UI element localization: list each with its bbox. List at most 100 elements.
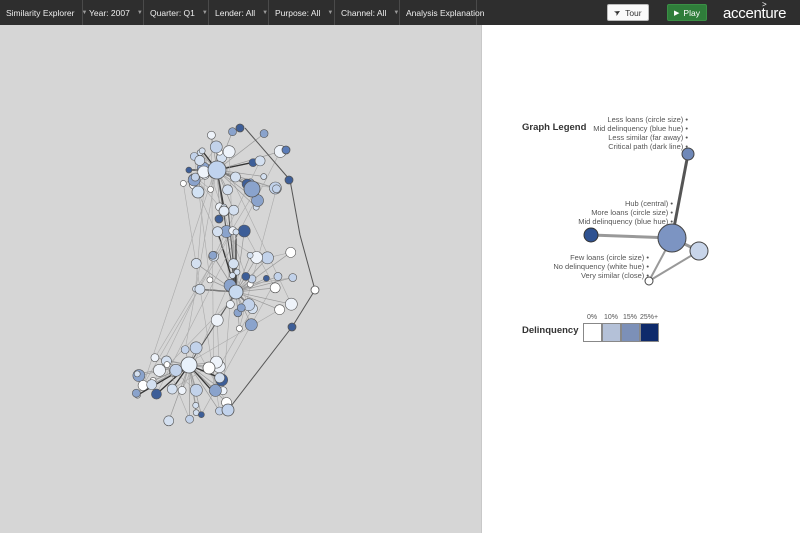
graph-node[interactable]	[229, 272, 236, 279]
graph-node[interactable]	[208, 251, 218, 260]
graph-node[interactable]	[261, 251, 274, 265]
graph-node[interactable]	[163, 415, 175, 427]
graph-node[interactable]	[228, 127, 237, 136]
graph-node[interactable]	[222, 145, 236, 158]
graph-node[interactable]	[207, 186, 214, 193]
graph-node[interactable]	[163, 361, 171, 368]
graph-node[interactable]	[133, 370, 141, 378]
graph-node[interactable]	[236, 325, 243, 332]
menu-purpose[interactable]: Purpose: All ▼	[269, 0, 335, 25]
graph-node[interactable]	[198, 411, 205, 418]
legend-large-node[interactable]	[689, 241, 709, 261]
graph-hub-node[interactable]	[287, 322, 297, 332]
graph-node[interactable]	[194, 155, 206, 166]
graph-hub-node[interactable]	[214, 214, 224, 224]
graph-node[interactable]	[177, 386, 187, 395]
graph-hub-node[interactable]	[221, 403, 235, 417]
menu-similarity-explorer[interactable]: Similarity Explorer ▼	[0, 0, 87, 25]
graph-hub-node[interactable]	[202, 361, 216, 375]
graph-edge	[159, 160, 261, 371]
tour-button[interactable]: ➤ Tour	[607, 4, 649, 21]
graph-node[interactable]	[212, 226, 223, 237]
graph-node[interactable]	[237, 224, 251, 238]
graph-edge	[235, 277, 293, 293]
legend-small-node[interactable]	[681, 147, 695, 161]
graph-hub-node[interactable]	[235, 123, 245, 133]
graph-node[interactable]	[132, 388, 141, 398]
graph-node[interactable]	[273, 272, 283, 281]
legend-label: Mid delinquency (blue hue) •	[578, 217, 673, 226]
graph-node[interactable]	[226, 300, 235, 309]
scale-label: 10%	[604, 314, 619, 321]
menu-analysis-explanation[interactable]: Analysis Explanation	[400, 0, 484, 25]
graph-node[interactable]	[151, 388, 162, 400]
play-button[interactable]: ▶ Play	[667, 4, 707, 21]
graph-node[interactable]	[269, 282, 281, 294]
menu-year[interactable]: Year: 2007 ▼	[83, 0, 144, 25]
graph-node[interactable]	[192, 402, 200, 409]
graph-node[interactable]	[285, 247, 297, 258]
graph-node[interactable]	[150, 353, 160, 362]
graph-hub-node[interactable]	[284, 175, 294, 185]
graph-node[interactable]	[230, 171, 241, 183]
graph-edge	[188, 364, 220, 412]
graph-node[interactable]	[190, 383, 203, 397]
graph-node[interactable]	[222, 184, 233, 196]
graph-node[interactable]	[166, 383, 178, 395]
graph-hub-node[interactable]	[228, 284, 244, 300]
graph-node[interactable]	[246, 252, 254, 259]
graph-hub-node[interactable]	[180, 356, 198, 374]
graph-node[interactable]	[233, 268, 241, 276]
graph-node[interactable]	[274, 304, 285, 315]
graph-node[interactable]	[206, 276, 214, 284]
graph-node[interactable]	[180, 180, 187, 187]
graph-node[interactable]	[259, 129, 269, 138]
graph-node[interactable]	[209, 384, 222, 397]
graph-node[interactable]	[214, 372, 226, 384]
graph-node[interactable]	[209, 140, 223, 154]
graph-hub-node[interactable]	[243, 180, 261, 198]
graph-node[interactable]	[146, 379, 157, 390]
graph-hub-node[interactable]	[281, 145, 291, 155]
graph-edge	[188, 364, 190, 420]
graph-hub-node[interactable]	[207, 160, 227, 180]
graph-node[interactable]	[285, 297, 298, 311]
menu-lender[interactable]: Lender: All ▼	[209, 0, 269, 25]
graph-node[interactable]	[263, 275, 270, 282]
legend-mid-node[interactable]	[583, 227, 599, 243]
graph-node[interactable]	[272, 184, 281, 194]
graph-node[interactable]	[241, 272, 251, 281]
graph-node[interactable]	[260, 173, 268, 180]
graph-node[interactable]	[232, 228, 240, 236]
menu-channel[interactable]: Channel: All ▼	[335, 0, 400, 25]
graph-hub-node[interactable]	[191, 185, 205, 199]
graph-node[interactable]	[198, 147, 206, 155]
graph-node[interactable]	[190, 172, 200, 182]
graph-node[interactable]	[207, 130, 216, 140]
graph-hub-node[interactable]	[310, 285, 320, 295]
graph-node[interactable]	[228, 258, 239, 269]
graph-node[interactable]	[185, 414, 194, 424]
graph-node[interactable]	[185, 166, 193, 174]
menu-quarter[interactable]: Quarter: Q1 ▼	[144, 0, 209, 25]
graph-edge	[235, 276, 279, 293]
graph-hub-node[interactable]	[218, 205, 230, 217]
graph-node[interactable]	[169, 363, 183, 377]
graph-node[interactable]	[180, 345, 190, 354]
graph-node[interactable]	[236, 303, 246, 313]
menu-label: Purpose: All	[275, 7, 321, 18]
graph-node[interactable]	[189, 341, 203, 355]
graph-node[interactable]	[210, 313, 224, 327]
graph-pane[interactable]	[0, 25, 481, 533]
graph-node[interactable]	[190, 258, 202, 269]
graph-node[interactable]	[288, 273, 298, 282]
graph-node[interactable]	[153, 364, 166, 377]
graph-node[interactable]	[194, 283, 206, 295]
legend-white-node[interactable]	[644, 276, 654, 286]
graph-node[interactable]	[228, 204, 239, 216]
graph-node[interactable]	[254, 155, 266, 167]
graph-node[interactable]	[245, 318, 258, 332]
legend-pane	[481, 25, 800, 533]
legend-hub-node[interactable]	[657, 223, 687, 253]
